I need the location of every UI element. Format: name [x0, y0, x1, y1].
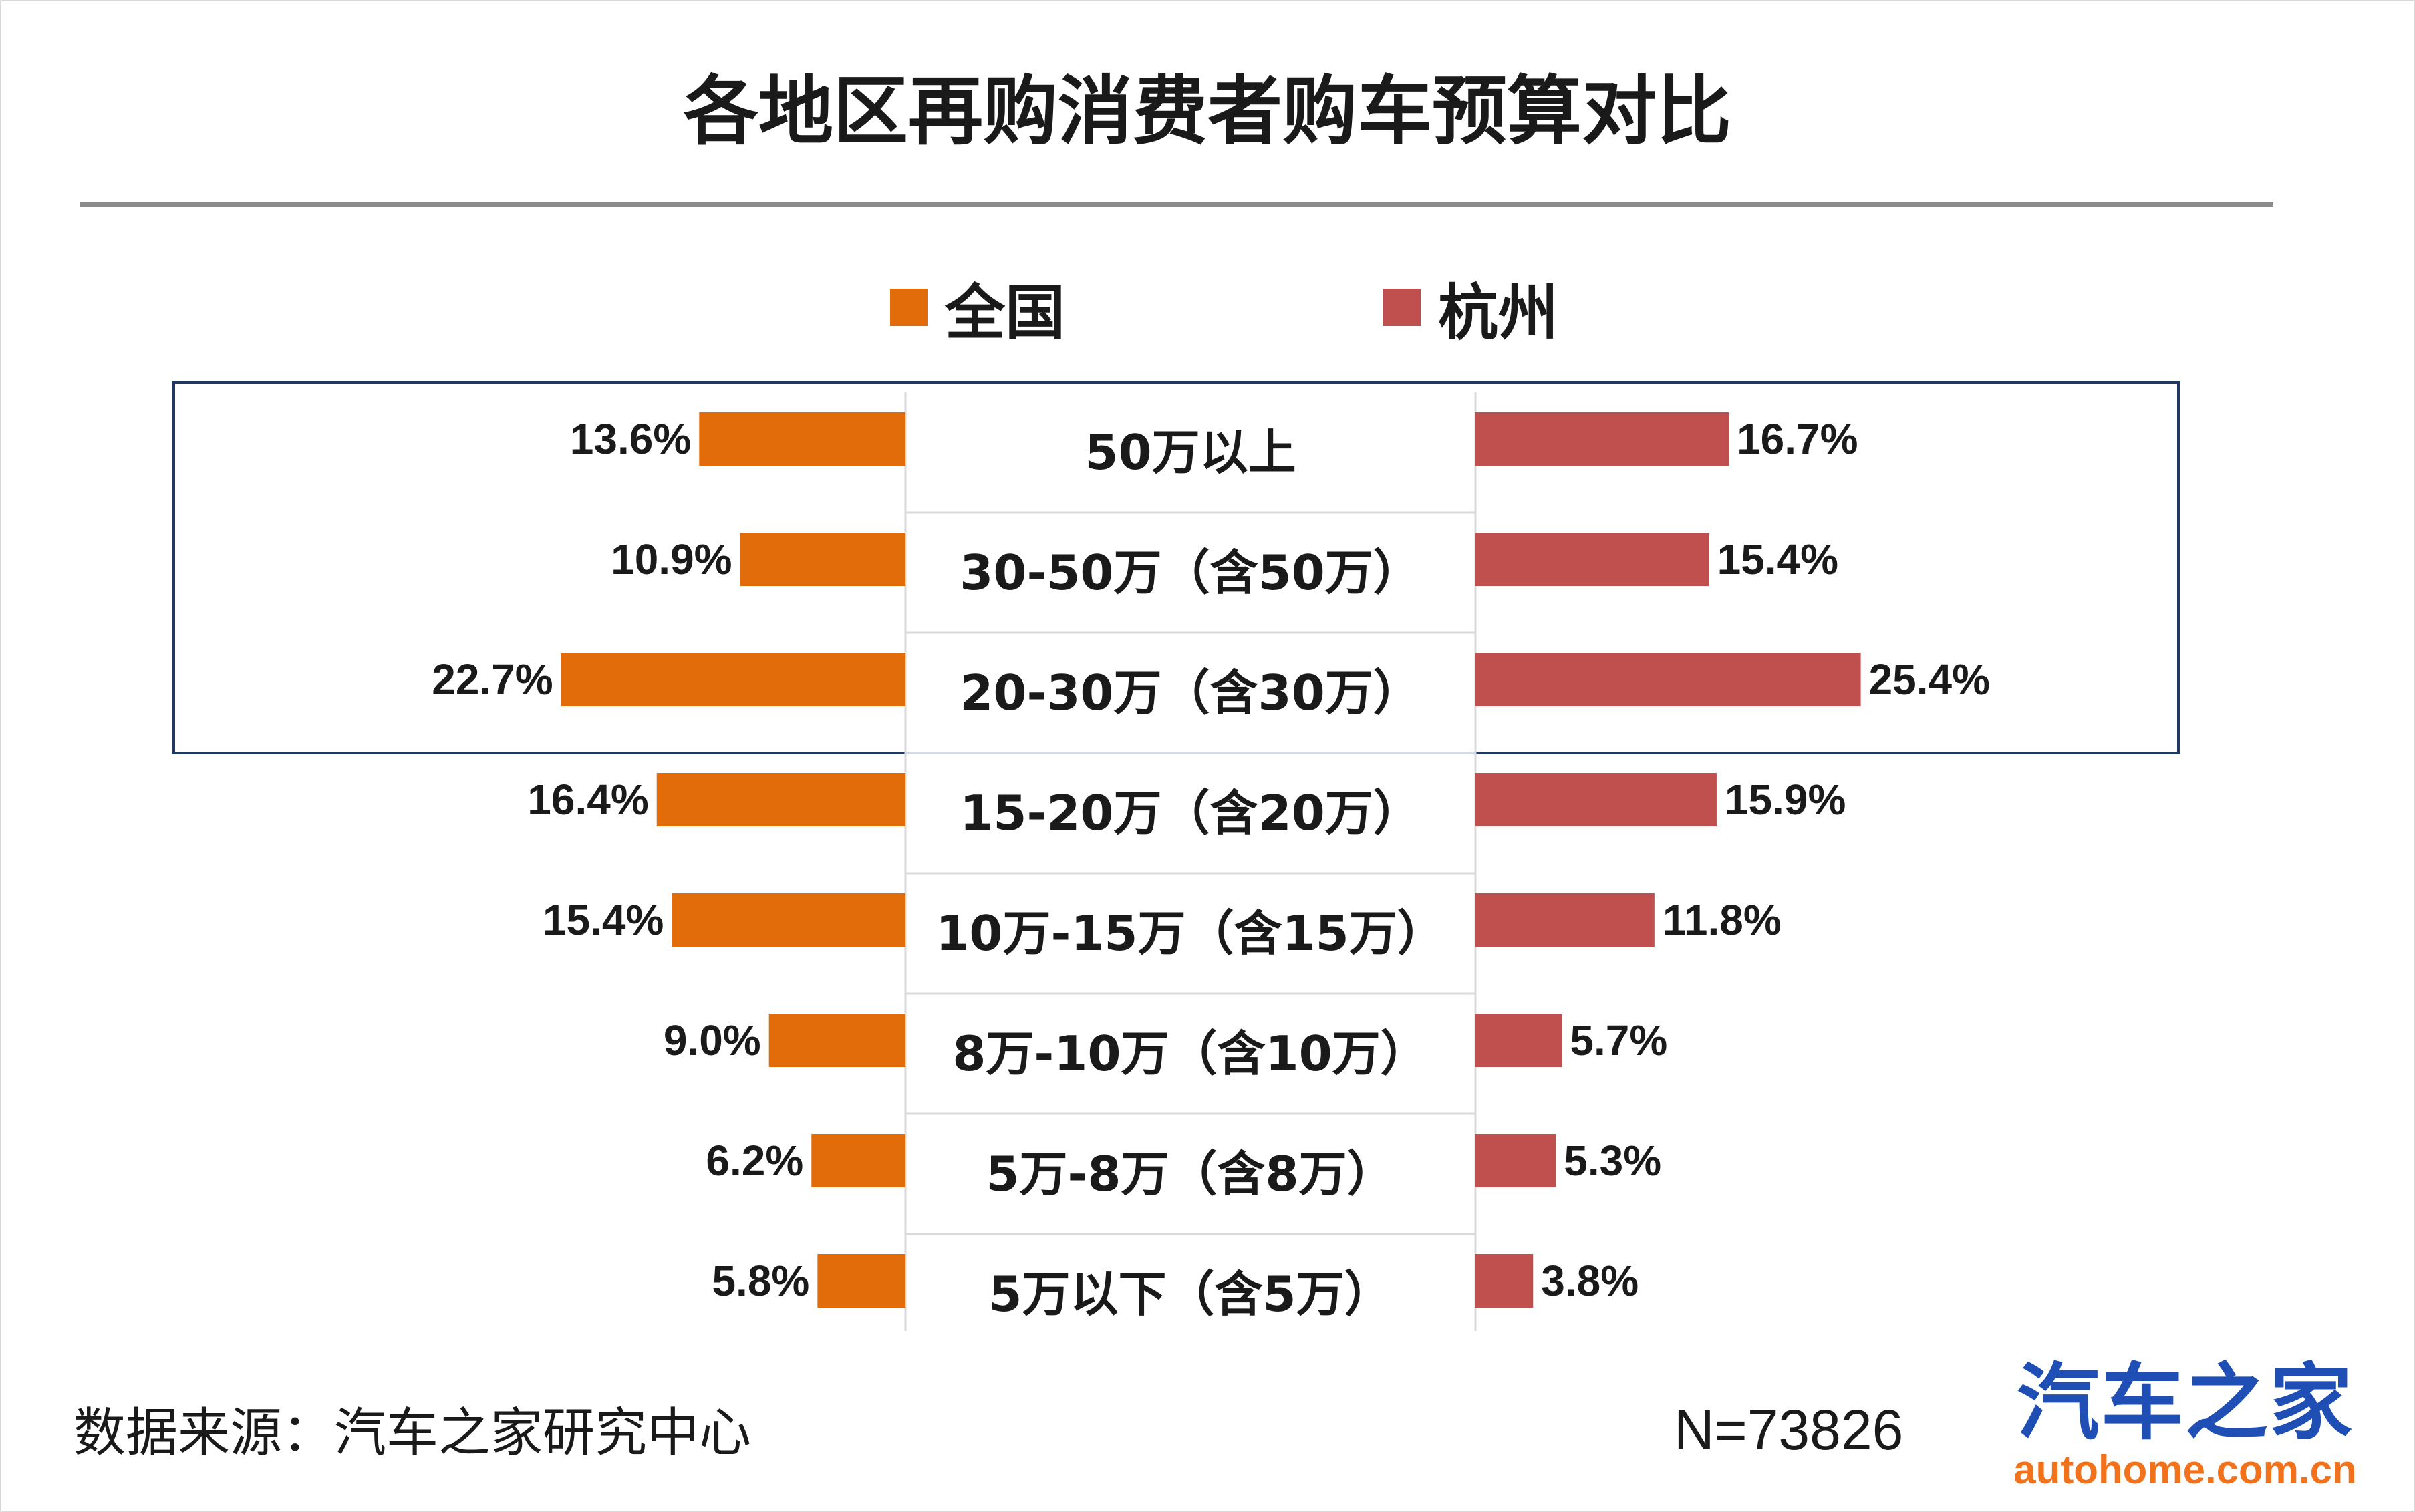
bar-hangzhou	[1475, 1134, 1556, 1187]
legend-item-hangzhou: 杭州	[1383, 267, 1558, 348]
bar-national	[811, 1134, 905, 1187]
category-label: 50万以上	[1085, 424, 1296, 480]
data-label-national: 22.7%	[432, 655, 553, 704]
legend-item-national: 全国	[890, 267, 1065, 348]
bar-hangzhou	[1475, 533, 1709, 586]
bar-hangzhou	[1475, 773, 1717, 826]
legend-label-hangzhou: 杭州	[1438, 278, 1558, 348]
data-label-national: 15.4%	[543, 896, 664, 944]
title-divider	[80, 202, 2273, 207]
bar-national	[817, 1254, 905, 1308]
data-label-hangzhou: 11.8%	[1663, 896, 1782, 944]
legend-label-national: 全国	[945, 278, 1065, 348]
data-label-hangzhou: 25.4%	[1869, 655, 1990, 704]
data-label-hangzhou: 15.4%	[1717, 535, 1838, 583]
data-label-hangzhou: 15.9%	[1725, 776, 1846, 824]
data-label-hangzhou: 5.7%	[1570, 1016, 1667, 1064]
category-label: 5万以下（含5万）	[988, 1266, 1392, 1322]
bar-hangzhou	[1475, 893, 1655, 947]
category-label: 30-50万（含50万）	[960, 545, 1421, 601]
bar-national	[672, 893, 905, 947]
data-label-national: 5.8%	[712, 1257, 809, 1305]
bar-hangzhou	[1475, 653, 1861, 706]
category-label: 20-30万（含30万）	[960, 665, 1421, 721]
data-label-national: 10.9%	[611, 535, 732, 583]
bar-national	[561, 653, 905, 706]
data-label-hangzhou: 5.3%	[1564, 1137, 1661, 1185]
logo-wordmark: 汽车之家	[2016, 1355, 2354, 1451]
autohome-logo: 汽车之家 autohome.com.cn	[2005, 1353, 2366, 1497]
data-label-hangzhou: 16.7%	[1737, 415, 1858, 463]
chart-title: 各地区再购消费者购车预算对比	[684, 68, 1731, 155]
logo-url: autohome.com.cn	[2013, 1447, 2357, 1492]
data-label-national: 13.6%	[570, 415, 691, 463]
data-label-national: 9.0%	[664, 1016, 761, 1064]
legend-swatch-hangzhou	[1383, 289, 1421, 326]
bar-national	[656, 773, 905, 826]
sample-size: N=73826	[1674, 1398, 1904, 1461]
bar-national	[768, 1014, 905, 1067]
bar-national	[740, 533, 905, 586]
data-label-hangzhou: 3.8%	[1541, 1257, 1639, 1305]
bar-hangzhou	[1475, 1014, 1562, 1067]
category-label: 5万-8万（含8万）	[986, 1146, 1395, 1202]
category-label: 8万-10万（含10万）	[952, 1026, 1428, 1082]
data-label-national: 6.2%	[706, 1137, 803, 1185]
bar-hangzhou	[1475, 1254, 1534, 1308]
category-label: 15-20万（含20万）	[960, 785, 1421, 841]
legend-swatch-national	[890, 289, 928, 326]
data-source-note: 数据来源：汽车之家研究中心	[74, 1403, 752, 1463]
category-label: 10万-15万（含15万）	[936, 905, 1445, 961]
bar-national	[699, 412, 905, 466]
bar-hangzhou	[1475, 412, 1729, 466]
data-label-national: 16.4%	[527, 776, 648, 824]
